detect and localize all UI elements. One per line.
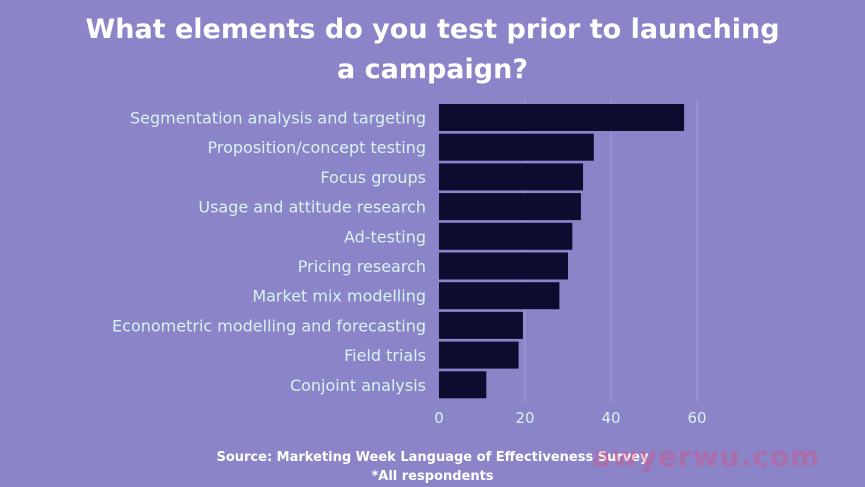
category-label: Proposition/concept testing (208, 138, 427, 157)
category-label: Ad-testing (344, 227, 426, 246)
x-tick-label: 60 (687, 409, 706, 427)
bar (439, 222, 573, 250)
category-label: Field trials (344, 346, 426, 365)
x-tick-label: 40 (601, 409, 620, 427)
category-label: Segmentation analysis and targeting (130, 109, 426, 128)
category-label: Usage and attitude research (198, 198, 426, 217)
category-label: Pricing research (298, 257, 426, 276)
category-label: Econometric modelling and forecasting (112, 316, 426, 335)
bar (439, 104, 685, 131)
bar (439, 311, 523, 339)
category-label: Market mix modelling (252, 287, 426, 306)
category-label: Focus groups (320, 168, 426, 187)
x-tick-label: 20 (515, 409, 534, 427)
watermark: awyerwu.com (592, 440, 821, 473)
x-tick-label: 0 (434, 409, 444, 427)
bar (439, 252, 568, 280)
source-text: Source: Marketing Week Language of Effec… (216, 450, 649, 465)
footnote-text: *All respondents (371, 469, 494, 484)
bar (439, 133, 594, 161)
bar (439, 341, 519, 369)
bar (439, 282, 560, 310)
chart-title: What elements do you test prior to launc… (85, 14, 780, 85)
bar (439, 163, 584, 191)
bar (439, 371, 487, 399)
bar (439, 193, 581, 221)
category-label: Conjoint analysis (290, 376, 426, 395)
